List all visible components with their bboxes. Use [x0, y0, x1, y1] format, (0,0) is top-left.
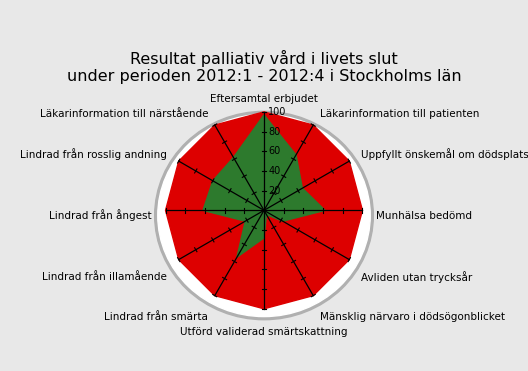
Text: Lindrad från illamående: Lindrad från illamående — [42, 272, 167, 282]
Text: Resultat palliativ vård i livets slut
under perioden 2012:1 - 2012:4 i Stockholm: Resultat palliativ vård i livets slut un… — [67, 50, 461, 84]
Text: Uppfyllt önskemål om dödsplats: Uppfyllt önskemål om dödsplats — [361, 148, 528, 160]
Text: 20: 20 — [268, 186, 280, 196]
Text: Avliden utan trycksår: Avliden utan trycksår — [361, 272, 472, 283]
Text: Eftersamtal erbjudet: Eftersamtal erbjudet — [210, 93, 318, 104]
Ellipse shape — [155, 111, 373, 320]
Text: Läkarinformation till närstående: Läkarinformation till närstående — [40, 109, 208, 119]
Text: Lindrad från rosslig andning: Lindrad från rosslig andning — [20, 148, 167, 160]
Text: 80: 80 — [268, 127, 280, 137]
Text: 100: 100 — [268, 107, 287, 117]
Text: Läkarinformation till patienten: Läkarinformation till patienten — [320, 109, 479, 119]
Text: 40: 40 — [268, 166, 280, 176]
Text: Lindrad från ångest: Lindrad från ångest — [50, 210, 152, 221]
Text: Lindrad från smärta: Lindrad från smärta — [104, 312, 208, 322]
Ellipse shape — [158, 115, 370, 316]
Text: 60: 60 — [268, 146, 280, 156]
Polygon shape — [203, 115, 325, 257]
Text: Mänsklig närvaro i dödsögonblicket: Mänsklig närvaro i dödsögonblicket — [320, 312, 505, 322]
Polygon shape — [166, 112, 362, 309]
Text: Utförd validerad smärtskattning: Utförd validerad smärtskattning — [180, 328, 348, 338]
Text: Munhälsa bedömd: Munhälsa bedömd — [376, 210, 472, 220]
